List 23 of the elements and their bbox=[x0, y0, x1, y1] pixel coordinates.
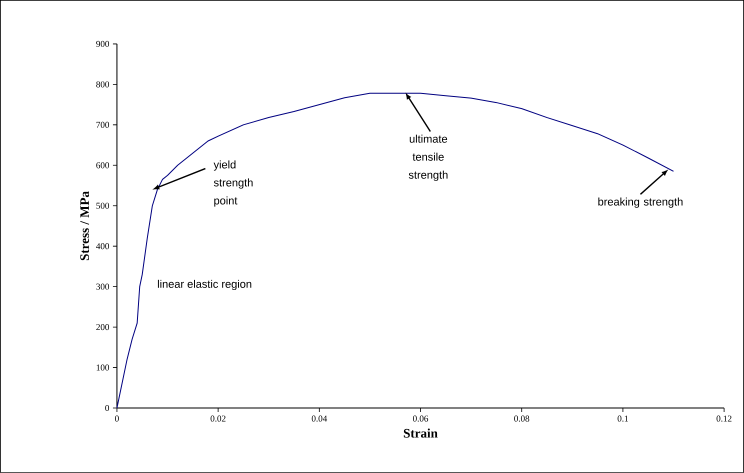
y-tick-label: 700 bbox=[96, 122, 110, 128]
x-tick-label: 0.06 bbox=[412, 416, 428, 422]
y-tick-label: 600 bbox=[96, 162, 110, 168]
y-tick-label: 800 bbox=[96, 81, 110, 88]
x-tick-label: 0.02 bbox=[210, 416, 226, 422]
annotation: linear elastic region bbox=[158, 280, 252, 290]
annotation: ultimate tensile strength bbox=[408, 134, 448, 181]
annotation: breaking strength bbox=[598, 198, 683, 208]
x-tick-label: 0.12 bbox=[716, 416, 732, 422]
y-tick-label: 200 bbox=[96, 324, 110, 330]
x-tick-label: 0 bbox=[115, 416, 119, 422]
y-axis-title: Stress / MPa bbox=[80, 191, 90, 260]
x-axis-title: Strain bbox=[404, 428, 438, 438]
x-tick-label: 0.04 bbox=[312, 416, 328, 422]
y-tick-label: 100 bbox=[96, 364, 110, 371]
y-tick-label: 400 bbox=[96, 243, 110, 250]
x-tick-label: 0.08 bbox=[514, 416, 530, 422]
x-tick-label: 0.1 bbox=[618, 416, 628, 422]
y-tick-label: 500 bbox=[96, 202, 110, 209]
y-tick-label: 0 bbox=[105, 404, 110, 412]
y-tick-label: 900 bbox=[96, 40, 110, 47]
y-tick-label: 300 bbox=[96, 284, 110, 290]
annotation: yield strength point bbox=[214, 160, 253, 207]
